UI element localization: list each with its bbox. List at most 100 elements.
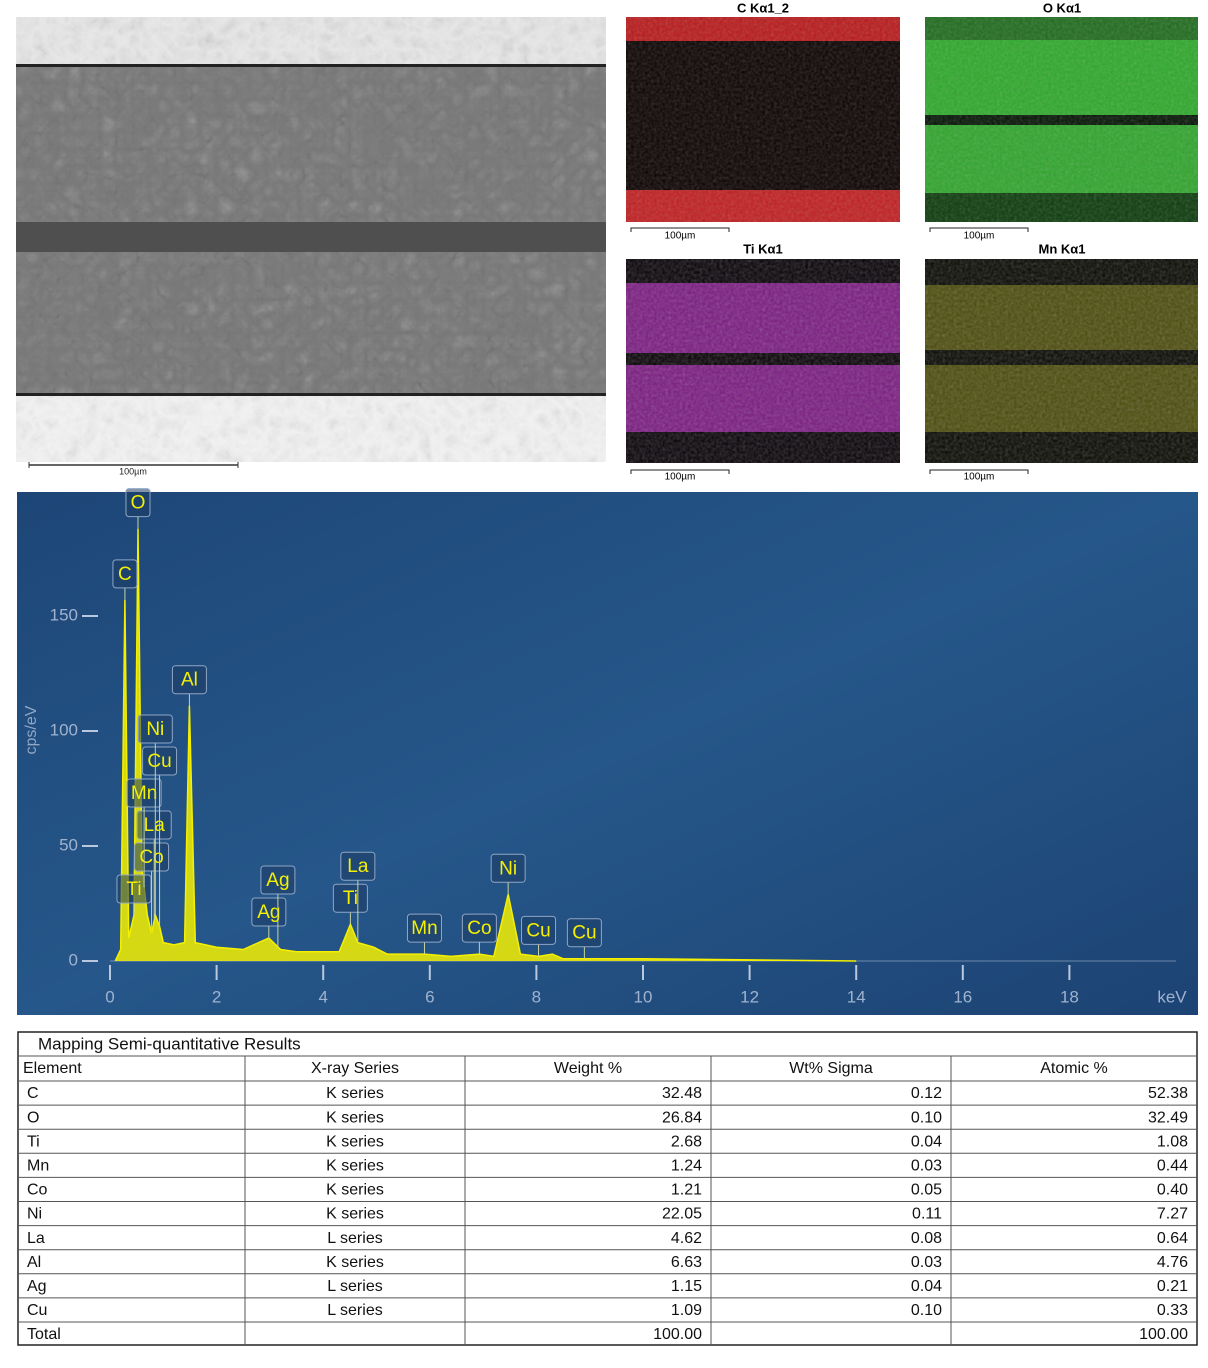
table-cell: 1.21 xyxy=(671,1182,702,1199)
chart-background xyxy=(17,492,1198,1015)
column-header: Atomic % xyxy=(1040,1060,1108,1077)
sem-image: 100µm xyxy=(16,17,606,476)
table-cell: 26.84 xyxy=(662,1109,702,1126)
peak-label-box xyxy=(461,913,497,943)
peak-label: Ni xyxy=(499,858,517,879)
table-cell: 32.48 xyxy=(662,1085,702,1102)
peak-label-box xyxy=(332,883,368,913)
table-cell: 0.05 xyxy=(911,1182,942,1199)
column-header: X-ray Series xyxy=(311,1060,399,1077)
y-tick-label: 50 xyxy=(59,835,78,854)
x-tick-label: 12 xyxy=(740,987,759,1006)
peak-label: Cu xyxy=(572,923,596,944)
x-tick-label: 18 xyxy=(1060,987,1079,1006)
scale-label: 100µm xyxy=(665,231,696,242)
table-cell: 22.05 xyxy=(662,1206,702,1223)
peak-label-box xyxy=(136,810,172,840)
x-tick-label: 10 xyxy=(634,987,653,1006)
table-cell: 6.63 xyxy=(671,1254,702,1271)
x-axis-label: keV xyxy=(1157,987,1187,1006)
scale-label: 100µm xyxy=(964,472,995,483)
table-cell: 7.27 xyxy=(1157,1206,1188,1223)
peak-label-box xyxy=(116,874,152,904)
peak-label: Al xyxy=(181,670,198,691)
x-tick-label: 14 xyxy=(847,987,866,1006)
table-cell: Mn xyxy=(27,1158,49,1175)
peak-label-box xyxy=(490,853,526,883)
table-cell: La xyxy=(27,1230,45,1247)
table-cell: 0.12 xyxy=(911,1085,942,1102)
peak-label-box xyxy=(142,746,178,776)
peak-label: Ni xyxy=(146,719,164,740)
x-tick-label: 8 xyxy=(532,987,541,1006)
peak-label-box xyxy=(125,488,151,518)
table-cell: 2.68 xyxy=(671,1133,702,1150)
x-tick-label: 0 xyxy=(105,987,114,1006)
table-cell: 4.62 xyxy=(671,1230,702,1247)
table-cell: K series xyxy=(326,1158,384,1175)
scale-label: 100µm xyxy=(665,472,696,483)
peak-label: Mn xyxy=(131,783,157,804)
table-cell: L series xyxy=(327,1278,382,1295)
y-tick-label: 100 xyxy=(50,720,78,739)
table-cell: K series xyxy=(326,1133,384,1150)
table-cell: 0.64 xyxy=(1157,1230,1188,1247)
peak-label-box xyxy=(134,842,170,872)
peak-label-box xyxy=(251,897,287,927)
peak-label-box xyxy=(126,778,162,808)
eds-map: Mn Kα1 100µm xyxy=(925,241,1198,483)
scale-label: 100µm xyxy=(964,231,995,242)
eds-map: Ti Kα1 100µm xyxy=(626,241,900,483)
table-cell: 52.38 xyxy=(1148,1085,1188,1102)
results-table: Mapping Semi-quantitative Results Elemen… xyxy=(17,1031,1198,1346)
map-title: Mn Kα1 xyxy=(1039,241,1086,256)
y-tick-label: 0 xyxy=(69,950,78,969)
table-cell: L series xyxy=(327,1302,382,1319)
table-cell: L series xyxy=(327,1230,382,1247)
table-cell: K series xyxy=(326,1206,384,1223)
table-cell: 0.11 xyxy=(912,1206,942,1223)
table-cell: O xyxy=(27,1109,39,1126)
table-cell: K series xyxy=(326,1254,384,1271)
table-cell: 0.10 xyxy=(911,1302,942,1319)
table-cell: K series xyxy=(326,1085,384,1102)
spectrum-area xyxy=(115,528,857,961)
table-cell: K series xyxy=(326,1182,384,1199)
column-header: Element xyxy=(23,1060,82,1077)
peak-label-box xyxy=(260,865,296,895)
table-cell: 100.00 xyxy=(1139,1326,1188,1343)
table-cell: 0.10 xyxy=(911,1109,942,1126)
peak-label-box xyxy=(340,851,376,881)
table-cell: 1.08 xyxy=(1157,1133,1188,1150)
table-cell: 0.03 xyxy=(911,1254,942,1271)
table-cell: 4.76 xyxy=(1157,1254,1188,1271)
peak-label: C xyxy=(118,564,132,585)
table-cell: Ni xyxy=(27,1206,42,1223)
peak-label: Ag xyxy=(257,902,280,923)
x-tick-label: 16 xyxy=(953,987,972,1006)
peak-label-box xyxy=(137,714,173,744)
table-cell: 0.04 xyxy=(911,1278,942,1295)
table-cell: Ti xyxy=(27,1133,40,1150)
y-tick-label: 150 xyxy=(50,605,78,624)
table-cell: 32.49 xyxy=(1148,1109,1188,1126)
peak-label-box xyxy=(566,918,602,948)
column-header: Wt% Sigma xyxy=(789,1060,873,1077)
column-header: Weight % xyxy=(554,1060,622,1077)
table-cell: Cu xyxy=(27,1302,47,1319)
peak-label-box xyxy=(112,559,138,589)
peak-label: La xyxy=(144,815,166,836)
x-tick-label: 4 xyxy=(318,987,327,1006)
y-axis-label: cps/eV xyxy=(23,705,40,754)
table-cell: 100.00 xyxy=(653,1326,702,1343)
map-title: O Kα1 xyxy=(1043,0,1081,15)
peak-label: Ag xyxy=(266,870,289,891)
table-title: Mapping Semi-quantitative Results xyxy=(38,1034,301,1053)
peak-label-box xyxy=(521,915,557,945)
peak-label: O xyxy=(131,493,146,514)
x-tick-label: 6 xyxy=(425,987,434,1006)
table-cell: 0.04 xyxy=(911,1133,942,1150)
table-cell: Ag xyxy=(27,1278,47,1295)
table-cell: Al xyxy=(27,1254,41,1271)
table-cell: 0.03 xyxy=(911,1158,942,1175)
